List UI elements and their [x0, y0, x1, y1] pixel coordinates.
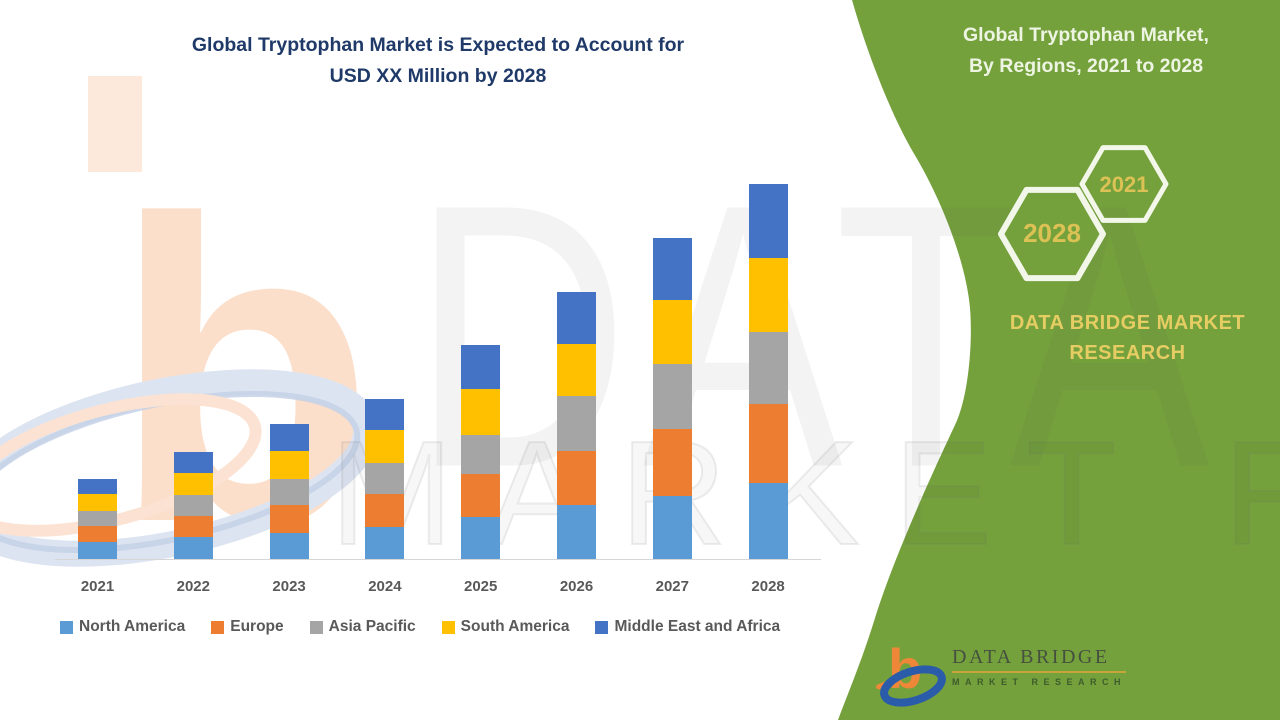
- bar-segment-europe: [652, 429, 692, 496]
- x-axis-label-2027: 2027: [655, 578, 689, 595]
- bar-segment-middle-east-and-africa: [557, 292, 596, 344]
- stacked-bar-2024: [365, 399, 405, 559]
- bar-segment-europe: [269, 505, 309, 533]
- logo-tagline: MARKET RESEARCH: [952, 677, 1127, 687]
- stacked-bar-2021: [78, 479, 117, 559]
- x-axis-label-2028: 2028: [751, 578, 785, 595]
- x-axis-label-2024: 2024: [368, 578, 402, 595]
- bar-segment-asia-pacific: [652, 364, 692, 429]
- legend-item-asia-pacific: Asia Pacific: [309, 618, 416, 636]
- bar-segment-south-america: [78, 494, 117, 511]
- bar-segment-north-america: [557, 505, 596, 559]
- panel-heading: Global Tryptophan Market, By Regions, 20…: [900, 20, 1272, 82]
- legend-item-middle-east-and-africa: Middle East and Africa: [595, 618, 780, 636]
- bar-segment-north-america: [461, 517, 501, 559]
- x-axis-label-2023: 2023: [272, 578, 306, 595]
- bar-segment-south-america: [748, 258, 788, 332]
- legend-label-north-america: North America: [79, 618, 186, 635]
- legend-swatch-europe: [211, 620, 225, 634]
- bar-segment-south-america: [557, 344, 596, 396]
- bar-segment-north-america: [365, 527, 405, 559]
- legend-swatch-south-america: [441, 620, 455, 634]
- bar-segment-asia-pacific: [173, 495, 213, 516]
- bar-segment-middle-east-and-africa: [173, 452, 213, 473]
- legend-item-south-america: South America: [441, 618, 570, 636]
- bar-segment-north-america: [173, 537, 213, 559]
- brand-text-line1: DATA BRIDGE MARKET: [1009, 312, 1246, 334]
- x-axis-label-2022: 2022: [176, 578, 210, 595]
- bar-segment-middle-east-and-africa: [748, 184, 788, 258]
- bar-segment-middle-east-and-africa: [78, 479, 117, 494]
- legend-label-europe: Europe: [230, 618, 284, 635]
- stacked-bar-2025: [461, 345, 501, 559]
- bar-segment-south-america: [269, 451, 309, 479]
- chart-title-line2: USD XX Million by 2028: [329, 65, 547, 88]
- bar-segment-europe: [461, 474, 501, 517]
- bar-segment-north-america: [78, 542, 117, 559]
- panel-heading-line2: By Regions, 2021 to 2028: [968, 55, 1204, 78]
- bar-segment-asia-pacific: [748, 332, 788, 404]
- bar-segment-middle-east-and-africa: [461, 345, 501, 389]
- bar-segment-middle-east-and-africa: [365, 399, 405, 430]
- bar-segment-asia-pacific: [269, 479, 309, 505]
- stacked-bar-2028: [748, 184, 788, 559]
- legend-swatch-middle-east-and-africa: [595, 620, 609, 634]
- green-panel-shape: [838, 0, 1280, 720]
- bar-segment-europe: [173, 516, 213, 537]
- x-axis-label-2021: 2021: [80, 578, 115, 595]
- bar-segment-north-america: [748, 483, 788, 559]
- bar-segment-europe: [365, 494, 405, 527]
- bar-segment-asia-pacific: [78, 511, 117, 526]
- bar-segment-europe: [78, 526, 117, 542]
- data-bridge-logo-icon: b: [876, 637, 946, 707]
- legend-label-asia-pacific: Asia Pacific: [328, 618, 416, 635]
- brand-text: DATA BRIDGE MARKET RESEARCH: [955, 308, 1280, 368]
- stacked-bar-2022: [173, 452, 213, 559]
- bar-segment-middle-east-and-africa: [652, 238, 692, 300]
- legend-label-south-america: South America: [460, 618, 570, 635]
- legend-label-middle-east-and-africa: Middle East and Africa: [614, 618, 781, 635]
- peach-square-watermark: [88, 76, 142, 172]
- data-bridge-logo: DATA BRIDGE MARKET RESEARCH: [952, 646, 1127, 687]
- legend-swatch-asia-pacific: [309, 620, 323, 634]
- bar-segment-asia-pacific: [461, 435, 501, 474]
- bar-segment-asia-pacific: [557, 396, 596, 451]
- chart-title: Global Tryptophan Market is Expected to …: [55, 30, 821, 92]
- legend-item-europe: Europe: [211, 618, 284, 636]
- bar-segment-middle-east-and-africa: [269, 424, 309, 451]
- plot-area: 2021 2022 2023 2024 2025 2026 2027 2028: [55, 168, 821, 595]
- x-axis-label-2026: 2026: [559, 578, 594, 595]
- legend-swatch-north-america: [60, 620, 73, 634]
- bar-segment-europe: [557, 451, 596, 505]
- bar-segment-south-america: [173, 473, 213, 495]
- brand-text-line2: RESEARCH: [1069, 342, 1186, 364]
- bar-segment-north-america: [269, 533, 309, 559]
- chart-title-line1: Global Tryptophan Market is Expected to …: [191, 34, 685, 56]
- logo-blue-swoosh: [880, 665, 946, 707]
- legend-item-north-america: North America: [60, 618, 185, 636]
- panel-heading-line1: Global Tryptophan Market,: [963, 24, 1209, 46]
- stacked-bar-2026: [557, 292, 596, 559]
- bar-segment-europe: [748, 404, 788, 483]
- bar-segment-north-america: [652, 496, 692, 559]
- chart-legend: North America Europe Asia Pacific South Ame…: [60, 618, 780, 636]
- bar-segment-south-america: [461, 389, 501, 435]
- bar-segment-south-america: [365, 430, 405, 463]
- bar-segment-asia-pacific: [365, 463, 405, 494]
- stacked-bar-2027: [652, 238, 692, 559]
- logo-wordmark: DATA BRIDGE: [952, 646, 1127, 673]
- stacked-bar-2023: [269, 424, 309, 559]
- x-axis-label-2025: 2025: [464, 578, 498, 595]
- bar-segment-south-america: [652, 300, 692, 364]
